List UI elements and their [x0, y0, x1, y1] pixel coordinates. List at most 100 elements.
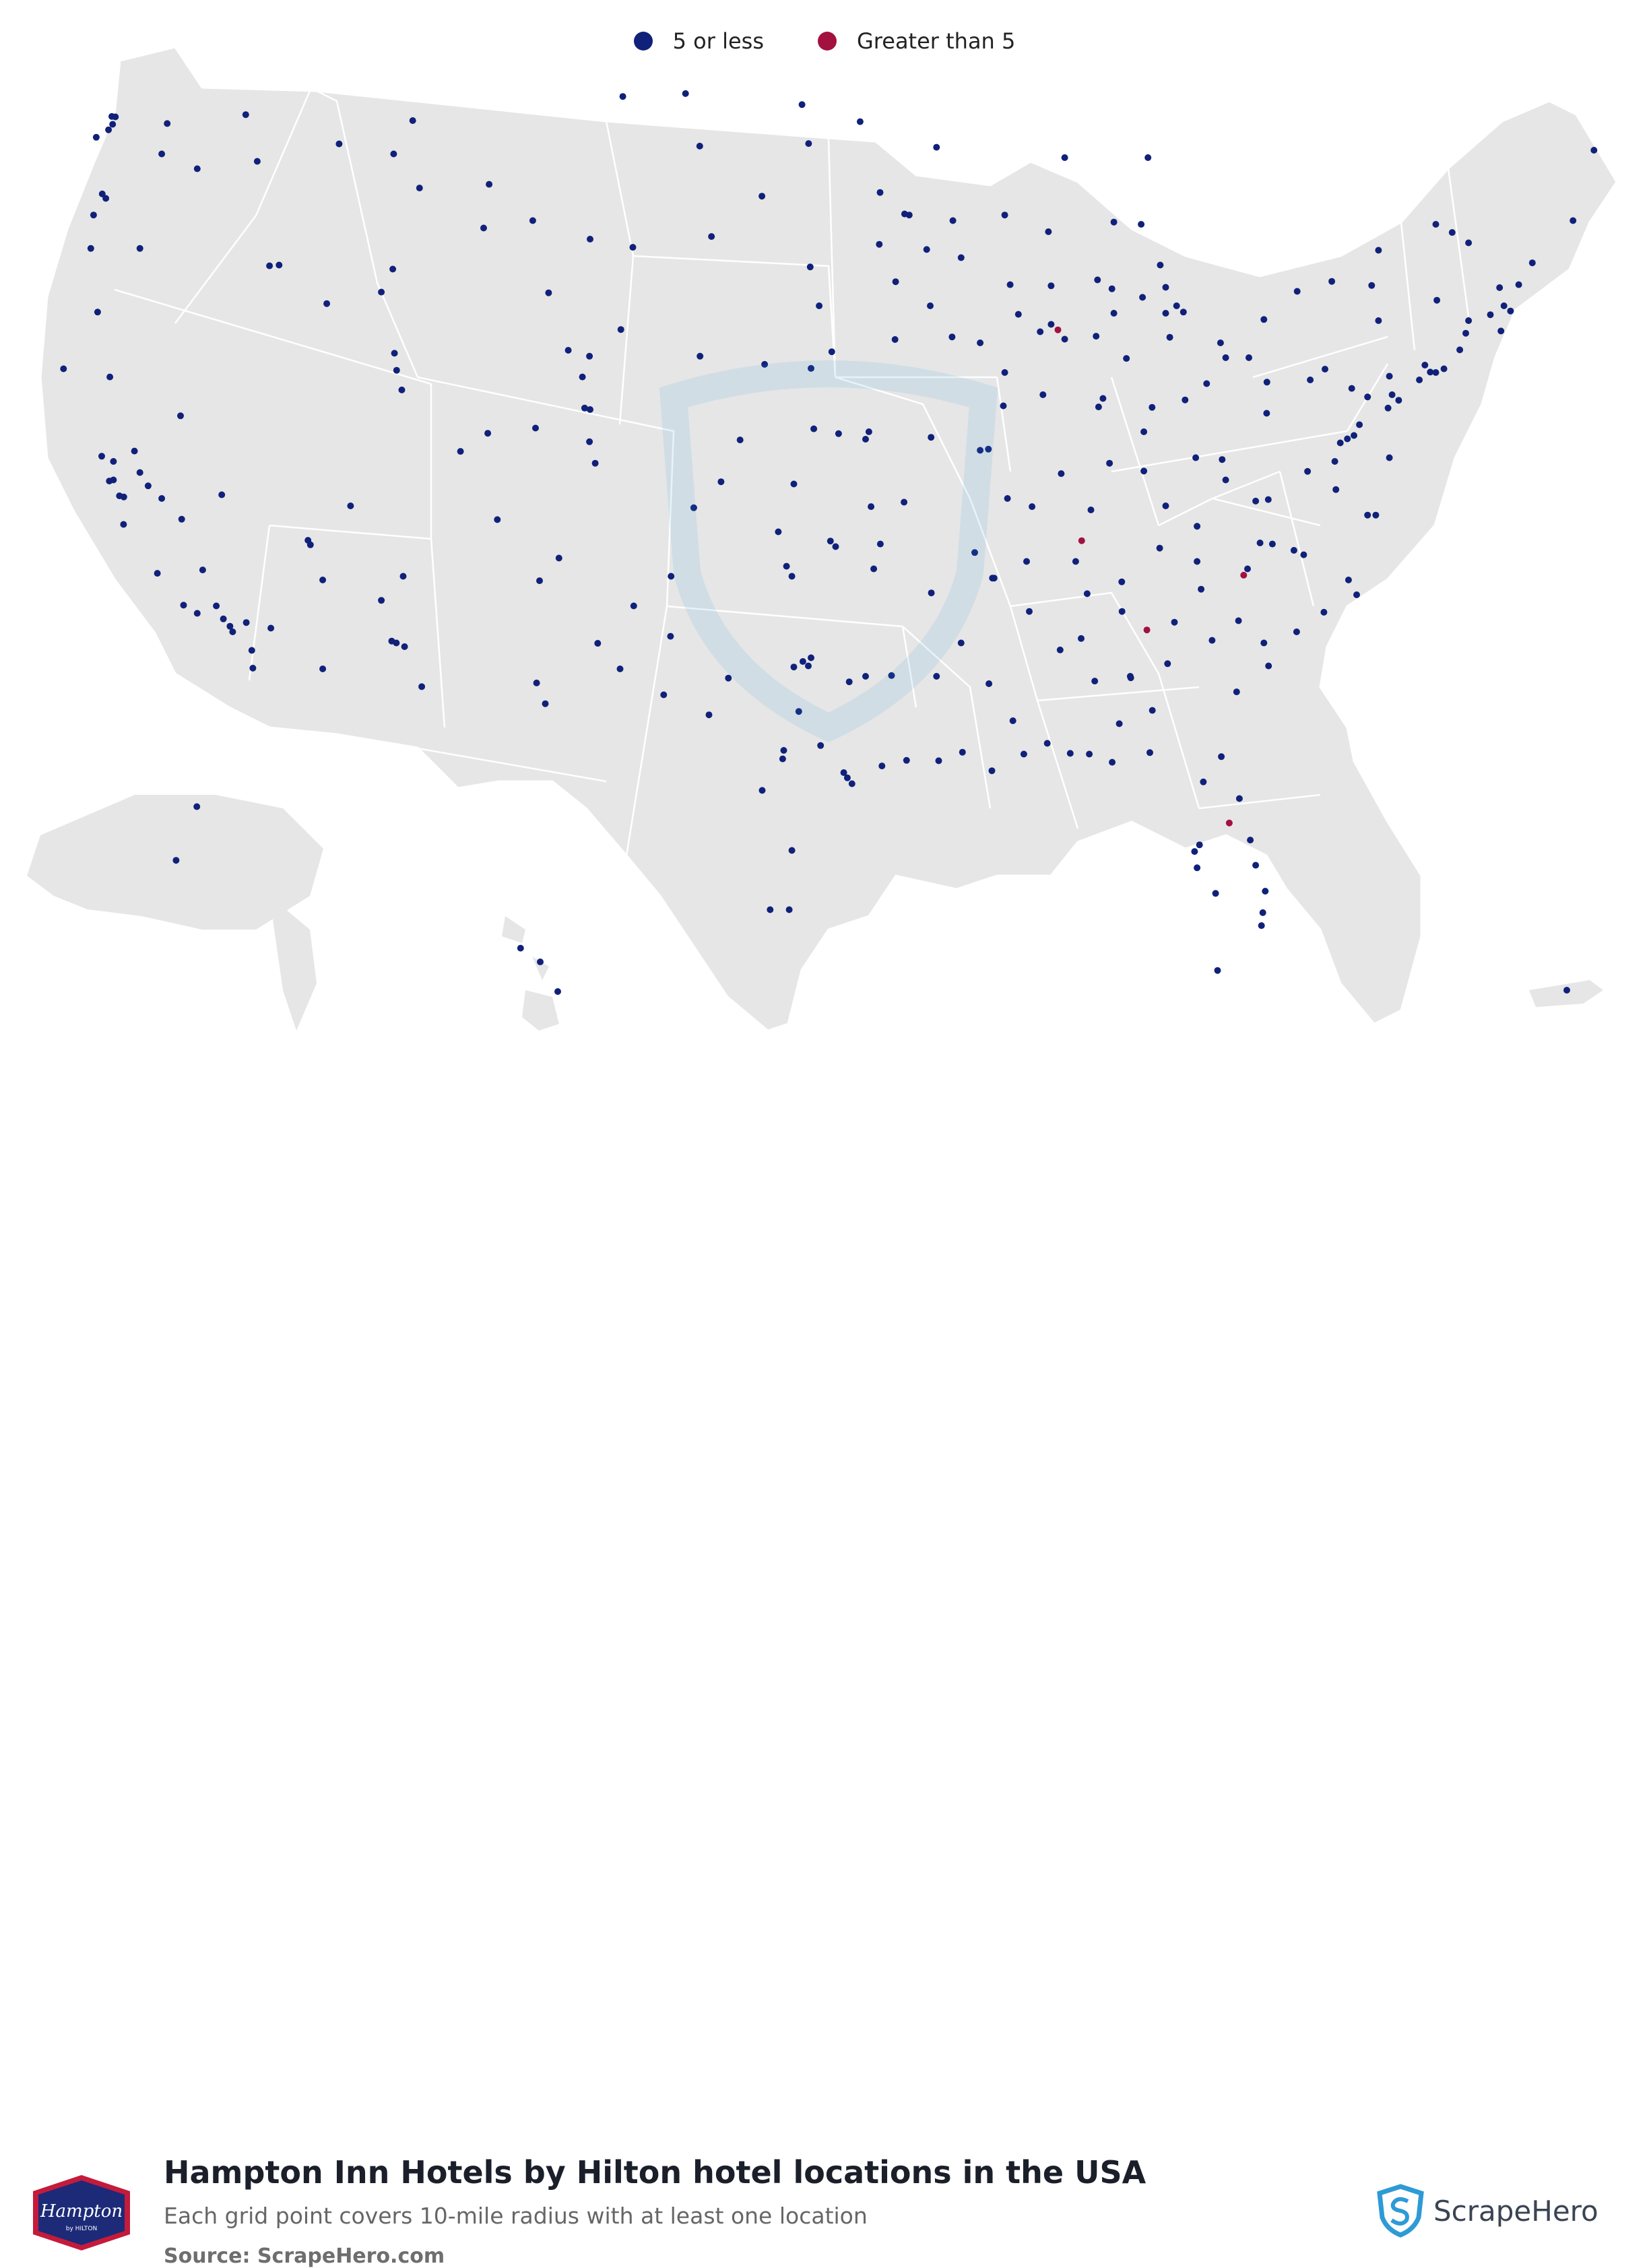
location-dot-low: [985, 680, 993, 687]
location-dot-low: [948, 333, 956, 341]
location-dot-low: [529, 217, 536, 224]
location-dot-low: [1563, 987, 1570, 994]
location-dot-low: [102, 195, 110, 202]
location-dot-low: [1140, 428, 1148, 435]
location-dot-low: [923, 246, 930, 253]
location-dot-low: [1166, 333, 1173, 341]
location-dot-low: [1456, 346, 1464, 354]
location-dot-low: [1386, 454, 1393, 461]
location-dot-low: [790, 480, 798, 488]
location-dot-low: [1233, 688, 1240, 696]
location-dots: [60, 90, 1598, 995]
location-dot-low: [1246, 354, 1252, 361]
location-dot-low: [629, 244, 637, 251]
location-dot-low: [1173, 302, 1180, 309]
location-dot-low: [554, 988, 561, 995]
location-dot-low: [1200, 778, 1207, 785]
location-dot-low: [1203, 380, 1210, 387]
map-subtitle: Each grid point covers 10-mile radius wi…: [164, 2203, 868, 2229]
location-dot-low: [581, 404, 588, 412]
location-dot-low: [878, 763, 886, 770]
location-dot-low: [799, 658, 806, 665]
location-dot-low: [1462, 329, 1469, 337]
location-dot-low: [1001, 212, 1008, 219]
location-dot-low: [1487, 311, 1494, 319]
location-dot-low: [1433, 296, 1441, 304]
location-dot-high: [1240, 571, 1248, 579]
legend-item-high: Greater than 5: [818, 28, 1015, 54]
location-dot-low: [1219, 456, 1226, 463]
location-dot-low: [1182, 396, 1189, 403]
location-dot-low: [1590, 147, 1598, 154]
location-dot-low: [323, 300, 331, 307]
location-dot-low: [840, 769, 847, 776]
location-dot-low: [536, 577, 543, 585]
location-dot-low: [798, 101, 806, 108]
location-dot-low: [1465, 239, 1473, 247]
location-dot-low: [927, 302, 934, 309]
location-dot-low: [1348, 385, 1355, 392]
location-dot-low: [928, 589, 935, 597]
location-dot-low: [617, 326, 624, 333]
location-dot-low: [378, 288, 385, 296]
scrapehero-shield-icon: [1377, 2184, 1424, 2238]
location-dot-low: [399, 573, 407, 580]
legend-dot-high: [818, 32, 837, 51]
location-dot-low: [1029, 503, 1036, 511]
location-dot-low: [306, 541, 314, 548]
location-dot-low: [933, 143, 940, 151]
location-dot-low: [832, 543, 839, 550]
location-dot-low: [1212, 890, 1219, 897]
location-dot-low: [1000, 402, 1007, 410]
location-dot-low: [1260, 316, 1268, 323]
location-dot-low: [1214, 967, 1221, 974]
location-dot-low: [545, 289, 552, 296]
source-credit: Source: ScrapeHero.com: [164, 2244, 445, 2268]
location-dot-low: [1109, 758, 1116, 766]
hampton-logo: Hampton by HILTON: [33, 2175, 130, 2250]
location-dot-low: [1353, 591, 1360, 598]
location-dot-low: [780, 747, 787, 754]
location-dot-low: [1262, 888, 1269, 895]
location-dot-low: [1061, 154, 1068, 161]
location-dot-low: [457, 448, 464, 455]
location-dot-low: [136, 469, 143, 476]
location-dot-low: [1496, 284, 1504, 291]
location-dot-low: [486, 181, 493, 188]
location-dot-low: [1099, 395, 1107, 402]
location-dot-low: [808, 654, 814, 661]
location-dot-low: [630, 602, 637, 610]
location-dot-low: [935, 757, 942, 765]
location-dot-low: [1208, 637, 1216, 644]
location-dot-low: [862, 673, 869, 680]
location-dot-low: [393, 639, 400, 647]
location-dot-low: [180, 602, 187, 609]
location-dot-low: [682, 90, 689, 97]
location-dot-low: [218, 491, 226, 498]
location-dot-high: [1078, 537, 1085, 544]
location-dot-low: [1140, 467, 1148, 475]
location-dot-low: [131, 447, 138, 455]
location-dot-low: [164, 120, 171, 127]
usa-map: [27, 46, 1618, 1032]
location-dot-low: [1268, 540, 1276, 548]
location-dot-low: [1235, 795, 1243, 802]
location-dot-low: [391, 350, 398, 357]
location-dot-low: [1293, 288, 1301, 295]
location-dot-low: [1263, 379, 1270, 386]
location-dot-low: [1009, 717, 1016, 724]
location-dot-low: [779, 755, 786, 763]
location-dot-low: [959, 748, 966, 756]
location-dot-low: [957, 254, 965, 261]
location-dot-low: [112, 113, 119, 121]
location-dot-low: [1421, 362, 1429, 368]
location-dot-low: [808, 364, 814, 372]
location-dot-low: [177, 412, 184, 420]
location-dot-low: [1388, 391, 1396, 398]
location-dot-low: [903, 756, 910, 764]
location-dot-low: [1072, 558, 1079, 565]
location-dot-low: [178, 515, 185, 523]
location-dot-low: [1123, 355, 1130, 362]
location-dot-low: [154, 570, 161, 577]
location-dot-low: [616, 666, 624, 672]
